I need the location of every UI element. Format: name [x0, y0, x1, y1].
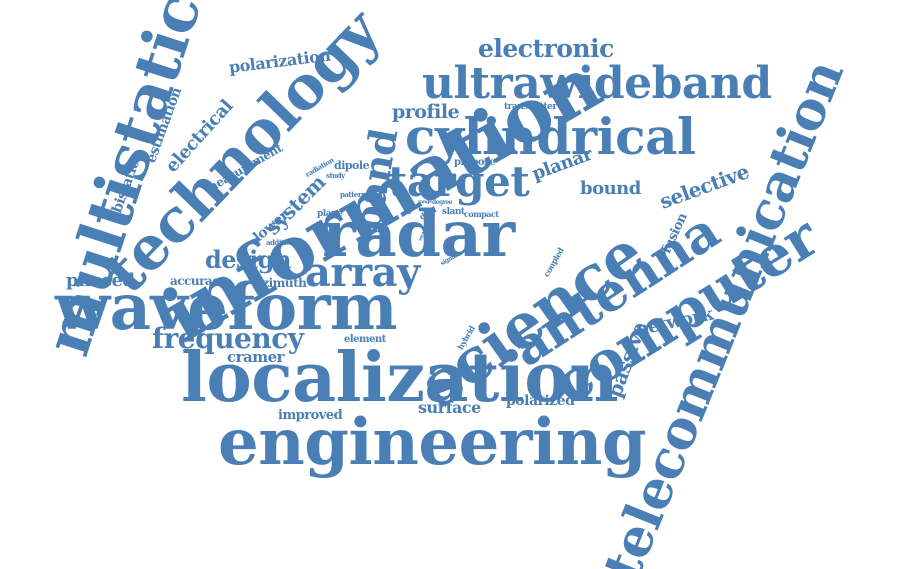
- word: plane: [317, 209, 343, 219]
- word: degree: [432, 199, 453, 206]
- word: frequency: [152, 322, 304, 355]
- word: design: [205, 245, 291, 274]
- word: phased: [66, 270, 135, 291]
- word: target: [388, 157, 530, 206]
- word: profile: [392, 101, 460, 123]
- word: waveform: [55, 270, 398, 345]
- word: transmitter: [504, 102, 557, 112]
- word: cylindrical: [405, 107, 696, 166]
- word: study: [326, 171, 345, 180]
- word: cramer: [227, 348, 285, 366]
- word: localization: [181, 338, 619, 418]
- word: radar: [322, 197, 515, 272]
- word: azimuth: [255, 276, 307, 290]
- word: bound: [580, 178, 641, 199]
- word: slant: [442, 207, 465, 217]
- word: dipole: [334, 159, 370, 172]
- word: compact: [464, 209, 499, 219]
- word: engineering: [218, 405, 647, 480]
- word: polarized: [506, 393, 575, 409]
- word: accuracy: [170, 274, 226, 288]
- word: pair: [402, 210, 412, 216]
- word: ultrawideband: [422, 58, 772, 109]
- word: array: [305, 249, 420, 296]
- word: electronic: [478, 34, 614, 63]
- word: addition: [266, 238, 295, 247]
- word: height: [318, 236, 337, 243]
- word: pattern: [340, 190, 366, 199]
- word: range: [418, 199, 432, 205]
- word: propose: [454, 157, 496, 168]
- word: improved: [278, 408, 343, 423]
- word: surface: [418, 398, 481, 417]
- word: element: [344, 334, 386, 345]
